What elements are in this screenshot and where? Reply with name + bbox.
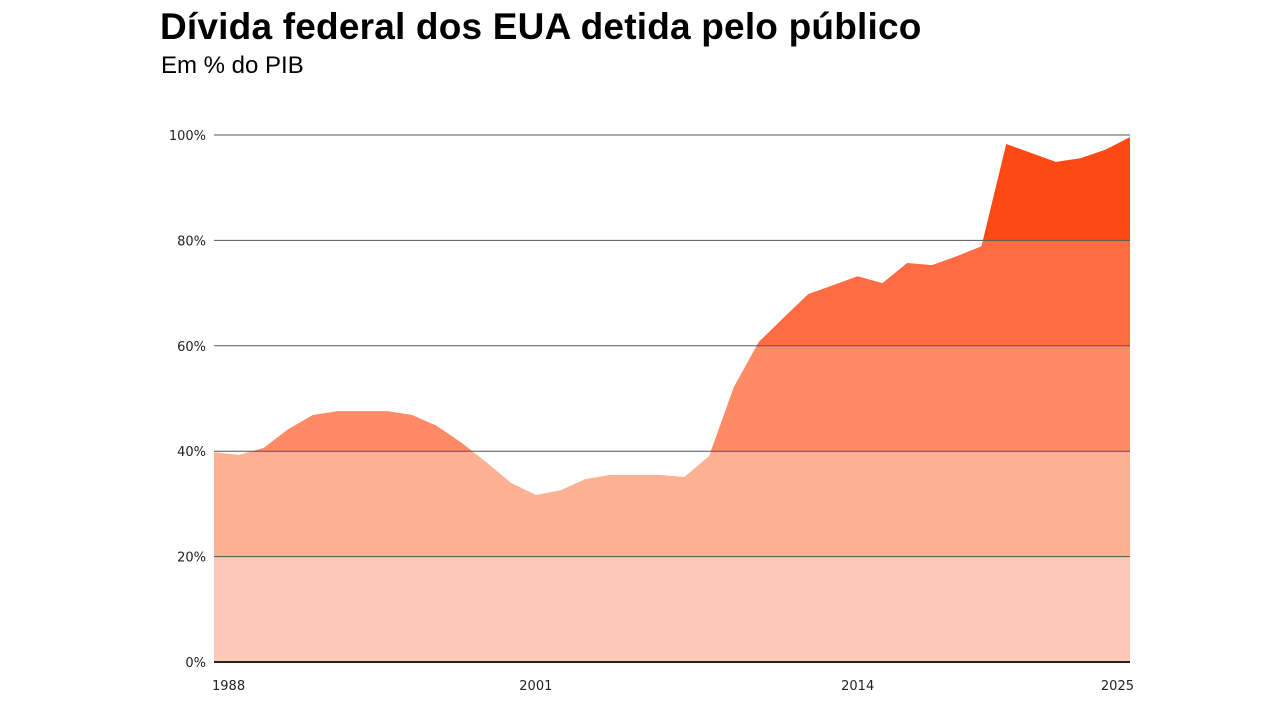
area-band-40-60 — [214, 345, 1130, 452]
x-tick-label: 2014 — [841, 679, 874, 694]
x-axis-ticks: 1988 2001 2014 2025 — [212, 679, 1134, 694]
y-tick-label: 80% — [177, 234, 206, 249]
area-band-0-20 — [214, 556, 1130, 662]
chart-subtitle: Em % do PIB — [161, 52, 304, 79]
y-tick-label: 100% — [169, 129, 206, 144]
area-bands — [214, 137, 1130, 662]
area-band-20-40 — [214, 451, 1130, 557]
chart-title: Dívida federal dos EUA detida pelo públi… — [160, 6, 922, 47]
y-tick-label: 40% — [177, 445, 206, 460]
y-tick-label: 60% — [177, 340, 206, 355]
x-tick-label: 1988 — [212, 679, 245, 694]
x-tick-label: 2001 — [519, 679, 552, 694]
gridlines — [214, 134, 1130, 663]
y-tick-label: 0% — [185, 656, 206, 671]
y-axis-ticks: 0% 20% 40% 60% 80% 100% — [169, 129, 206, 671]
y-tick-label: 20% — [177, 551, 206, 566]
x-tick-label: 2025 — [1101, 679, 1134, 694]
area-band-60-80 — [214, 240, 1130, 346]
area-band-80-100 — [214, 137, 1130, 241]
